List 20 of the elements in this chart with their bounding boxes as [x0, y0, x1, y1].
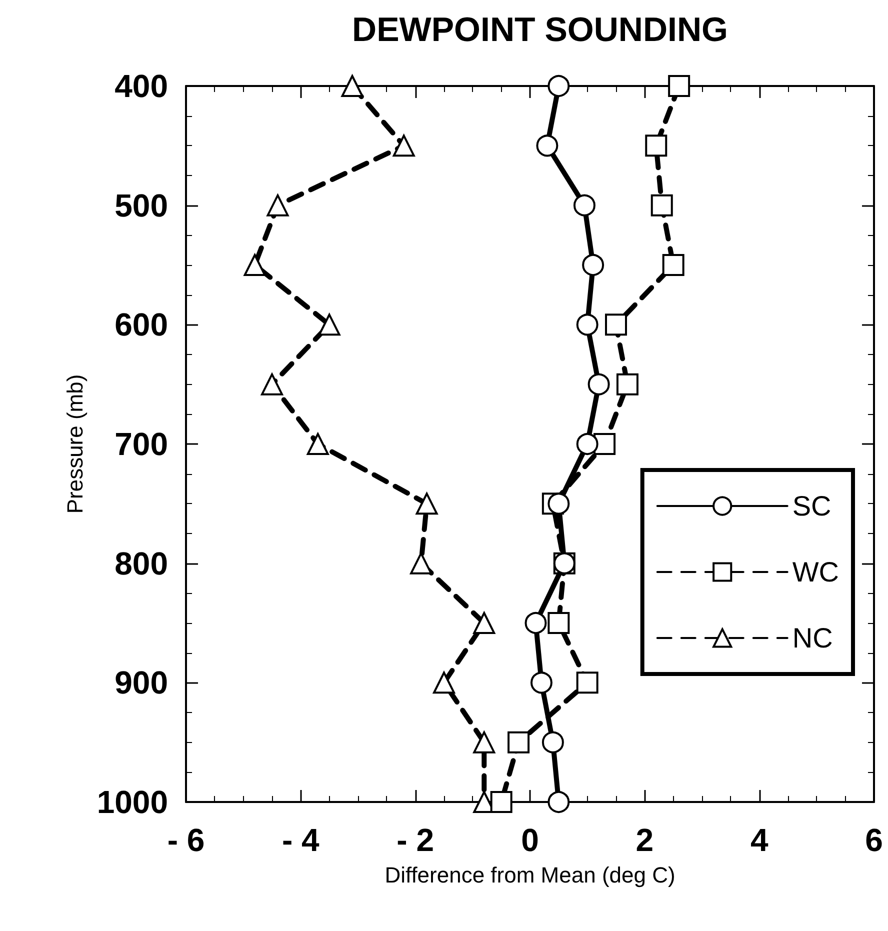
x-tick-label: 6: [865, 822, 883, 858]
x-tick-label: - 2: [396, 822, 434, 858]
x-tick-label: - 4: [282, 822, 320, 858]
y-axis-title: Pressure (mb): [62, 374, 88, 514]
x-tick-label: 4: [750, 822, 768, 858]
x-tick-label: 2: [636, 822, 654, 858]
y-tick-label: 700: [114, 426, 168, 462]
x-axis-title: Difference from Mean (deg C): [384, 862, 676, 888]
y-tick-label: 800: [114, 545, 168, 582]
legend-label: NC: [792, 622, 833, 654]
legend-label: WC: [792, 556, 840, 588]
y-tick-label: 1000: [96, 784, 168, 820]
y-tick-label: 600: [114, 306, 168, 343]
chart-title: DEWPOINT SOUNDING: [352, 11, 728, 49]
y-tick-label: 500: [114, 187, 168, 224]
x-tick-label: - 6: [167, 822, 205, 858]
y-tick-label: 400: [114, 68, 168, 104]
x-tick-label: 0: [521, 822, 539, 858]
y-tick-label: 900: [114, 664, 168, 701]
legend-label: SC: [792, 490, 832, 522]
